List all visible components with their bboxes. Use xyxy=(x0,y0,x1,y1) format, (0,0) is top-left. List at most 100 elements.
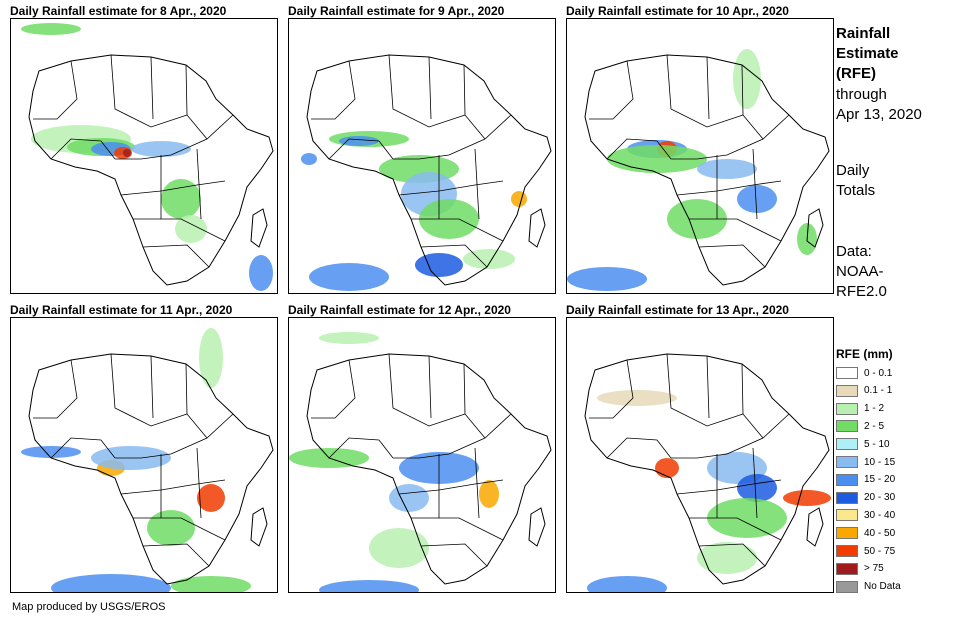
coastline xyxy=(584,54,830,286)
legend-item: 40 - 50 xyxy=(836,526,895,540)
legend-label: 15 - 20 xyxy=(864,474,896,486)
legend-label: 10 - 15 xyxy=(864,456,896,468)
country-border xyxy=(328,437,394,459)
legend-title: RFE (mm) xyxy=(836,347,893,361)
legend-swatch xyxy=(836,438,858,451)
product-title-line: Estimate xyxy=(836,45,899,62)
legend-item: 0 - 0.1 xyxy=(836,366,892,380)
rainfall-area xyxy=(587,576,667,592)
rainfall-map xyxy=(288,317,556,593)
legend-label: 20 - 30 xyxy=(864,492,896,504)
rainfall-area xyxy=(737,474,777,502)
country-border xyxy=(698,543,766,567)
country-border xyxy=(428,56,432,120)
country-border xyxy=(133,218,226,242)
country-border xyxy=(606,138,672,160)
africa-map-graphic xyxy=(21,328,274,592)
rainfall-area xyxy=(389,484,429,512)
rainfall-map xyxy=(10,317,278,593)
rainfall-area xyxy=(339,136,379,146)
country-border xyxy=(666,353,744,427)
legend-label: 5 - 10 xyxy=(864,438,890,450)
country-border xyxy=(185,64,208,140)
legend-swatch xyxy=(836,402,858,415)
rainfall-area xyxy=(463,249,515,269)
legend-swatch xyxy=(836,473,858,486)
product-title: Rainfall Estimate (RFE) xyxy=(836,24,899,84)
country-border xyxy=(110,54,188,128)
rainfall-area xyxy=(655,458,679,478)
country-border xyxy=(142,543,210,567)
country-border xyxy=(752,148,758,220)
country-border xyxy=(142,244,210,268)
country-border xyxy=(741,64,764,140)
totals-label: Daily Totals xyxy=(836,161,875,201)
legend-label: 2 - 5 xyxy=(864,420,885,432)
rainfall-area xyxy=(511,191,527,207)
rainfall-map xyxy=(566,317,834,593)
rainfall-area xyxy=(147,510,195,546)
product-title-line: Rainfall xyxy=(836,25,891,42)
africa-map-graphic xyxy=(584,353,831,592)
country-border xyxy=(706,56,710,120)
africa-landmass xyxy=(29,354,273,584)
country-border xyxy=(420,543,488,567)
legend-item: No Data xyxy=(836,580,901,594)
legend-label: 1 - 2 xyxy=(864,403,885,415)
rainfall-area xyxy=(309,263,389,291)
through-date: through Apr 13, 2020 xyxy=(836,85,922,125)
country-border xyxy=(589,359,634,419)
country-border xyxy=(676,479,782,495)
country-border xyxy=(671,114,790,160)
madagascar-outline xyxy=(528,507,546,547)
country-border xyxy=(120,479,226,495)
rainfall-area xyxy=(249,255,273,291)
africa-map-graphic xyxy=(21,23,274,291)
rainfall-area xyxy=(199,328,223,388)
rainfall-area xyxy=(171,576,251,592)
legend-label: 30 - 40 xyxy=(864,509,896,521)
country-border xyxy=(50,138,116,160)
country-border xyxy=(185,363,208,439)
africa-map-graphic xyxy=(567,49,830,291)
country-border xyxy=(133,517,226,541)
through-date-value: Apr 13, 2020 xyxy=(836,106,922,123)
rainfall-area xyxy=(319,332,379,344)
country-border xyxy=(150,355,154,419)
rainfall-area xyxy=(21,446,81,458)
madagascar-outline xyxy=(250,507,268,547)
panel-title: Daily Rainfall estimate for 8 Apr., 2020 xyxy=(10,4,227,18)
madagascar-outline xyxy=(528,208,546,248)
rainfall-area xyxy=(21,23,81,35)
rainfall-map xyxy=(10,18,278,294)
rainfall-area xyxy=(131,141,191,157)
rainfall-area xyxy=(319,580,419,592)
country-border xyxy=(33,60,78,120)
coastline xyxy=(306,54,552,286)
country-border xyxy=(706,355,710,419)
legend-swatch xyxy=(836,384,858,397)
rainfall-area xyxy=(175,215,207,243)
africa-landmass xyxy=(29,55,273,285)
totals-line: Totals xyxy=(836,182,876,199)
country-border xyxy=(689,218,782,242)
legend-swatch xyxy=(836,527,858,540)
legend-swatch xyxy=(836,562,858,575)
rainfall-area xyxy=(707,498,787,538)
coastline xyxy=(306,353,552,585)
madagascar-outline xyxy=(806,507,824,547)
data-source: Data: NOAA- RFE2.0 xyxy=(836,242,887,302)
country-border xyxy=(120,180,226,196)
country-border xyxy=(196,447,202,519)
madagascar-outline xyxy=(250,208,268,248)
legend-item: 0.1 - 1 xyxy=(836,384,892,398)
through-label: through xyxy=(836,86,887,103)
legend-item: > 75 xyxy=(836,562,884,576)
rainfall-map xyxy=(288,18,556,294)
legend-swatch xyxy=(836,420,858,433)
legend-label: 0 - 0.1 xyxy=(864,367,893,379)
coastline xyxy=(28,54,274,286)
rainfall-area xyxy=(415,253,463,277)
africa-map-graphic xyxy=(289,332,552,592)
country-border xyxy=(115,114,234,160)
